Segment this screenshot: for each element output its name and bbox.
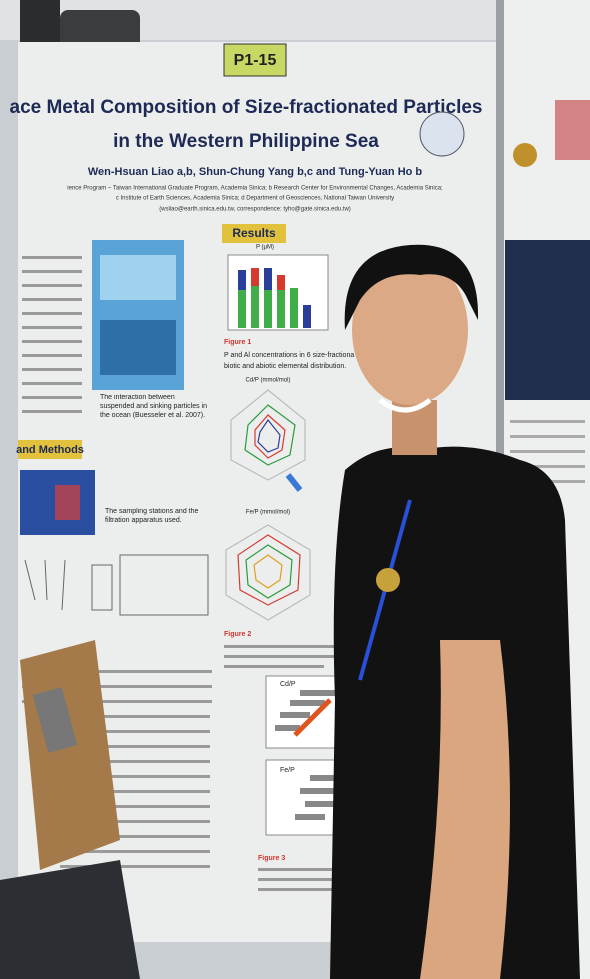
poster-title: ace Metal Composition of Size-fractionat…	[10, 97, 483, 118]
section-box	[222, 224, 286, 243]
section-heading: and Methods	[16, 444, 84, 456]
text-block	[258, 868, 348, 891]
mini-chart	[227, 254, 329, 331]
figure-caption: Figure 1	[224, 339, 251, 346]
caption: The sampling stations and the filtration…	[105, 508, 199, 524]
map	[55, 485, 80, 520]
emblem	[376, 568, 400, 592]
chart-label: Fe/P	[280, 767, 295, 774]
hair	[344, 244, 479, 330]
authors: Wen-Hsuan Liao a,b, Shun-Chung Yang b,c …	[88, 166, 423, 178]
caption: The interaction between suspended and si…	[100, 394, 208, 419]
chart-label: Fe/P (mmol/mol)	[246, 510, 290, 516]
range-bars	[275, 690, 340, 731]
arrow	[285, 473, 303, 492]
logo	[419, 111, 465, 157]
side-block	[505, 240, 590, 400]
affiliation: c Institute of Earth Sciences, Academia …	[116, 196, 394, 202]
section-box	[18, 440, 82, 459]
poster-label-box	[223, 43, 287, 77]
range-bars	[295, 775, 345, 820]
side-title	[555, 100, 590, 160]
face	[352, 255, 468, 405]
chart-label: P (μM)	[256, 245, 274, 251]
figure-caption: Figure 3	[258, 855, 285, 862]
poster-title: in the Western Philippine Sea	[113, 131, 379, 152]
sleeve	[0, 860, 140, 979]
radar-chart	[230, 389, 306, 481]
chart-label: Cd/P	[280, 681, 296, 688]
poster-label: P1-15	[234, 52, 277, 69]
figure-image	[100, 255, 176, 300]
figure-image	[100, 320, 176, 375]
side-logo	[513, 143, 537, 167]
chart-label: Cd/P (mmol/mol)	[246, 378, 291, 384]
arrow	[293, 698, 332, 737]
smile	[378, 397, 432, 413]
affiliation: ience Program – Taiwan International Gra…	[67, 186, 443, 192]
figure-caption: Figure 2	[224, 631, 251, 638]
caption-box: The sampling stations and the filtration…	[105, 508, 199, 524]
caption-box: The interaction between suspended and si…	[100, 394, 208, 419]
text-block	[22, 256, 212, 868]
caption: P and Al concentrations in 6 size-fracti…	[224, 352, 354, 359]
caption: biotic and abiotic elemental distributio…	[224, 363, 346, 370]
arm	[420, 640, 510, 979]
section-heading: Results	[232, 226, 276, 240]
radar-chart	[225, 524, 311, 621]
affiliation: (wsliao@earth.sinica.edu.tw, corresponde…	[159, 207, 351, 213]
apparatus	[24, 554, 209, 616]
text-block	[224, 645, 344, 668]
